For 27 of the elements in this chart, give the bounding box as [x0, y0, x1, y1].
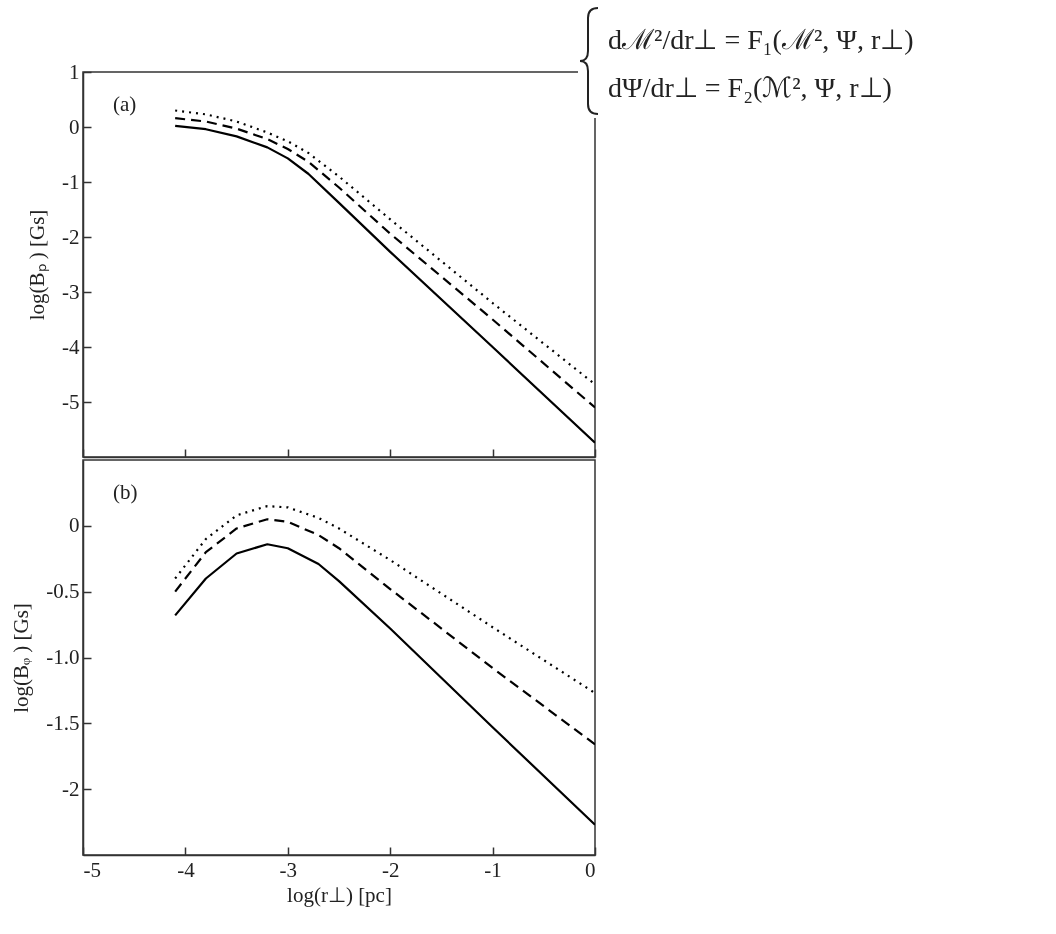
x-axis-title: log(r⊥) [pc] — [287, 882, 392, 907]
x-tick-label: -4 — [177, 857, 196, 882]
y-tick-label: -5 — [62, 389, 80, 414]
x-tick-label: 0 — [585, 857, 596, 882]
line-series — [174, 504, 595, 695]
y-tick-label: -2 — [62, 224, 80, 249]
y-tick-label: -1.0 — [46, 645, 80, 669]
line-series — [174, 543, 595, 826]
annotation: (a) — [113, 92, 137, 116]
y-tick-label: 0 — [69, 513, 80, 538]
y-tick-label: -3 — [62, 279, 80, 304]
y-tick-label: -2 — [62, 776, 80, 801]
y-tick-label: -0.5 — [46, 579, 80, 604]
text: dℳ²/dr⊥ = F₁(ℳ², Ψ, r⊥) — [608, 22, 914, 57]
y-tick-label: -1 — [62, 169, 80, 194]
x-tick-label: -2 — [381, 857, 400, 882]
y-axis-title: log(Bᵩ ) [Gs] — [9, 603, 34, 713]
y-tick-label: 0 — [69, 114, 80, 139]
x-tick-label: -1 — [484, 857, 502, 882]
text: dΨ/dr⊥ = F₂(ℳ², Ψ, r⊥) — [608, 70, 893, 104]
y-tick-label: -4 — [62, 334, 80, 359]
line-series — [174, 518, 595, 746]
x-tick-label: -3 — [279, 857, 298, 882]
y-axis-title: log(Bₚ ) [Gs] — [25, 209, 51, 321]
annotation: (b) — [113, 480, 138, 504]
y-tick-label: -1.5 — [46, 710, 80, 735]
y-tick-label: 1 — [69, 59, 80, 84]
